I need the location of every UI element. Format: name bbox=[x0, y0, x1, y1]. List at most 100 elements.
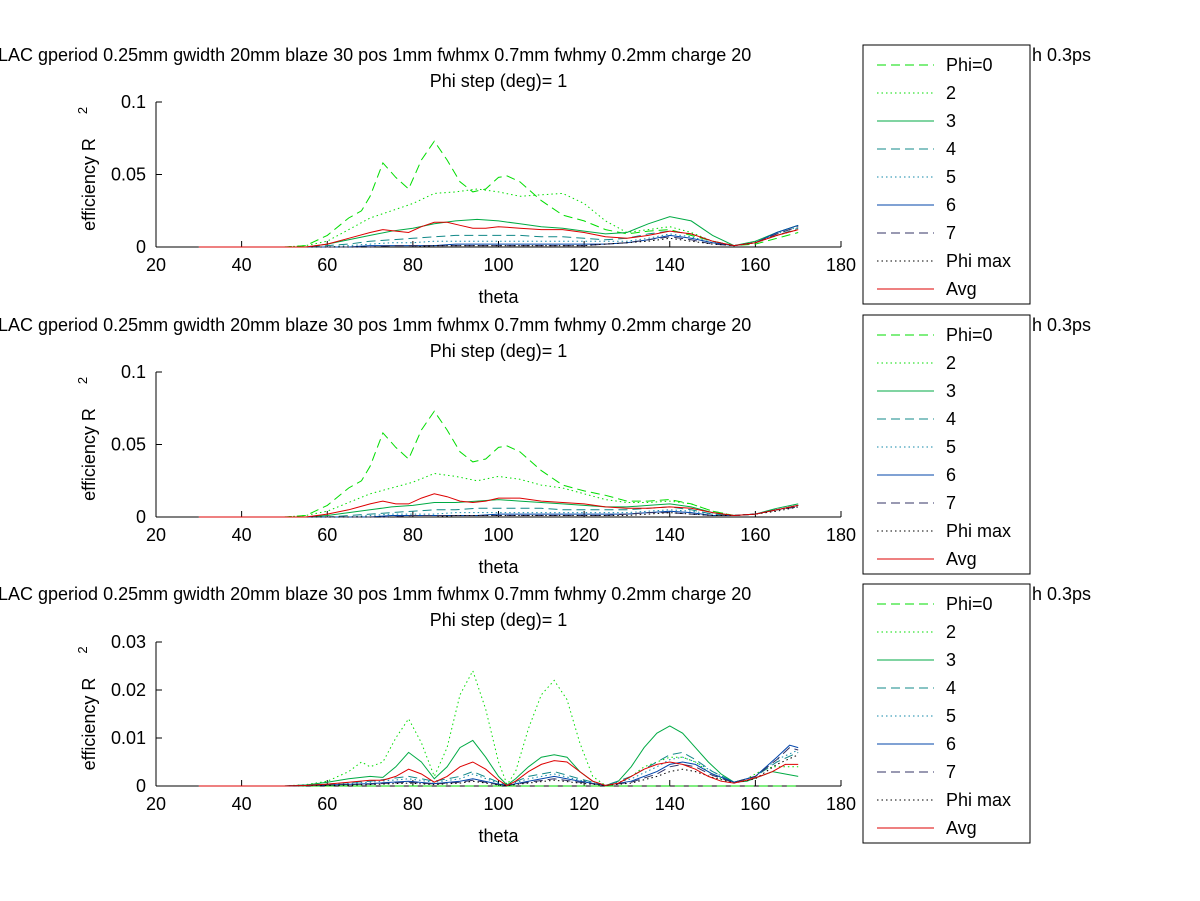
legend-label: 4 bbox=[946, 409, 956, 429]
legend-label: 3 bbox=[946, 381, 956, 401]
legend-label: 7 bbox=[946, 493, 956, 513]
x-tick-label: 100 bbox=[483, 255, 513, 275]
legend-label: Phi=0 bbox=[946, 325, 993, 345]
series-line-7 bbox=[198, 506, 799, 518]
x-tick-label: 140 bbox=[655, 794, 685, 814]
plot-title: LAC gperiod 0.25mm gwidth 20mm blaze 30 … bbox=[0, 584, 751, 604]
x-tick-label: 40 bbox=[232, 794, 252, 814]
y-axis-label-text: efficiency R bbox=[79, 678, 99, 771]
plot-title-tail: h 0.3ps bbox=[1032, 315, 1091, 335]
series-line-8 bbox=[198, 754, 799, 787]
x-tick-label: 60 bbox=[317, 794, 337, 814]
y-axis-label: efficiency R 2 bbox=[75, 377, 99, 501]
legend-label: Phi max bbox=[946, 790, 1011, 810]
y-axis-label: efficiency R 2 bbox=[75, 646, 99, 770]
legend-label: Phi max bbox=[946, 251, 1011, 271]
y-tick-label: 0.02 bbox=[111, 680, 146, 700]
series-line-4 bbox=[198, 751, 799, 787]
y-tick-label: 0.03 bbox=[111, 632, 146, 652]
y-tick-label: 0.05 bbox=[111, 435, 146, 455]
x-axis-label: theta bbox=[478, 557, 519, 577]
series-line-8 bbox=[198, 506, 799, 518]
x-tick-label: 160 bbox=[740, 794, 770, 814]
legend-label: 6 bbox=[946, 465, 956, 485]
legend: Phi=0 2 3 4 5 6 7 Phi max Avg bbox=[862, 583, 1031, 844]
series-line-5 bbox=[198, 226, 799, 248]
series-line-9 bbox=[198, 493, 799, 518]
x-axis-label: theta bbox=[478, 826, 519, 846]
plot-title-tail: h 0.3ps bbox=[1032, 45, 1091, 65]
series-line-7 bbox=[198, 747, 799, 787]
y-axis-label-superscript: 2 bbox=[75, 107, 90, 114]
y-tick-label: 0 bbox=[136, 507, 146, 527]
legend-label: 4 bbox=[946, 678, 956, 698]
legend-label: 2 bbox=[946, 622, 956, 642]
legend-label: Avg bbox=[946, 279, 977, 299]
x-tick-label: 20 bbox=[146, 525, 166, 545]
series-line-1 bbox=[198, 140, 799, 248]
y-tick-label: 0.1 bbox=[121, 362, 146, 382]
x-tick-label: 20 bbox=[146, 794, 166, 814]
legend-label: 6 bbox=[946, 195, 956, 215]
x-tick-label: 80 bbox=[403, 525, 423, 545]
legend-label: Avg bbox=[946, 549, 977, 569]
series-line-2 bbox=[198, 472, 799, 518]
series-line-9 bbox=[198, 221, 799, 248]
y-tick-label: 0 bbox=[136, 237, 146, 257]
x-tick-label: 120 bbox=[569, 794, 599, 814]
plot-subtitle: Phi step (deg)= 1 bbox=[430, 610, 568, 630]
subplot-3: LAC gperiod 0.25mm gwidth 20mm blaze 30 … bbox=[0, 583, 1091, 846]
legend-label: 2 bbox=[946, 83, 956, 103]
series-line-3 bbox=[198, 725, 799, 787]
plot-subtitle: Phi step (deg)= 1 bbox=[430, 71, 568, 91]
y-axis-label-superscript: 2 bbox=[75, 377, 90, 384]
x-tick-label: 160 bbox=[740, 255, 770, 275]
y-axis-label: efficiency R 2 bbox=[75, 107, 99, 231]
x-tick-label: 40 bbox=[232, 255, 252, 275]
plot-title: LAC gperiod 0.25mm gwidth 20mm blaze 30 … bbox=[0, 315, 751, 335]
x-tick-label: 180 bbox=[826, 255, 856, 275]
x-tick-label: 20 bbox=[146, 255, 166, 275]
x-tick-label: 60 bbox=[317, 525, 337, 545]
series-line-4 bbox=[198, 504, 799, 518]
legend-label: Phi=0 bbox=[946, 55, 993, 75]
y-tick-label: 0.1 bbox=[121, 92, 146, 112]
series-line-7 bbox=[198, 226, 799, 248]
x-tick-label: 160 bbox=[740, 525, 770, 545]
x-axis-label: theta bbox=[478, 287, 519, 307]
legend-label: 5 bbox=[946, 706, 956, 726]
legend: Phi=0 2 3 4 5 6 7 Phi max Avg bbox=[862, 44, 1031, 305]
legend-label: 6 bbox=[946, 734, 956, 754]
legend-label: 7 bbox=[946, 223, 956, 243]
legend-label: Phi=0 bbox=[946, 594, 993, 614]
y-tick-label: 0 bbox=[136, 776, 146, 796]
subplot-2: LAC gperiod 0.25mm gwidth 20mm blaze 30 … bbox=[0, 314, 1091, 577]
subplot-1: LAC gperiod 0.25mm gwidth 20mm blaze 30 … bbox=[0, 44, 1091, 307]
plot-subtitle: Phi step (deg)= 1 bbox=[430, 341, 568, 361]
plot-title-tail: h 0.3ps bbox=[1032, 584, 1091, 604]
legend-label: 5 bbox=[946, 167, 956, 187]
x-tick-label: 80 bbox=[403, 794, 423, 814]
x-tick-label: 180 bbox=[826, 794, 856, 814]
x-tick-label: 100 bbox=[483, 525, 513, 545]
x-tick-label: 120 bbox=[569, 525, 599, 545]
x-tick-label: 80 bbox=[403, 255, 423, 275]
y-axis-label-text: efficiency R bbox=[79, 408, 99, 501]
series-line-8 bbox=[198, 229, 799, 248]
x-tick-label: 100 bbox=[483, 794, 513, 814]
y-axis-label-superscript: 2 bbox=[75, 646, 90, 653]
x-tick-label: 60 bbox=[317, 255, 337, 275]
series-line-6 bbox=[198, 744, 799, 787]
series-line-5 bbox=[198, 749, 799, 787]
legend-label: 5 bbox=[946, 437, 956, 457]
x-tick-label: 120 bbox=[569, 255, 599, 275]
plot-title: LAC gperiod 0.25mm gwidth 20mm blaze 30 … bbox=[0, 45, 751, 65]
legend-label: 2 bbox=[946, 353, 956, 373]
legend-label: Avg bbox=[946, 818, 977, 838]
legend-label: 3 bbox=[946, 111, 956, 131]
y-tick-label: 0.05 bbox=[111, 165, 146, 185]
legend-label: 3 bbox=[946, 650, 956, 670]
y-tick-label: 0.01 bbox=[111, 728, 146, 748]
x-tick-label: 180 bbox=[826, 525, 856, 545]
